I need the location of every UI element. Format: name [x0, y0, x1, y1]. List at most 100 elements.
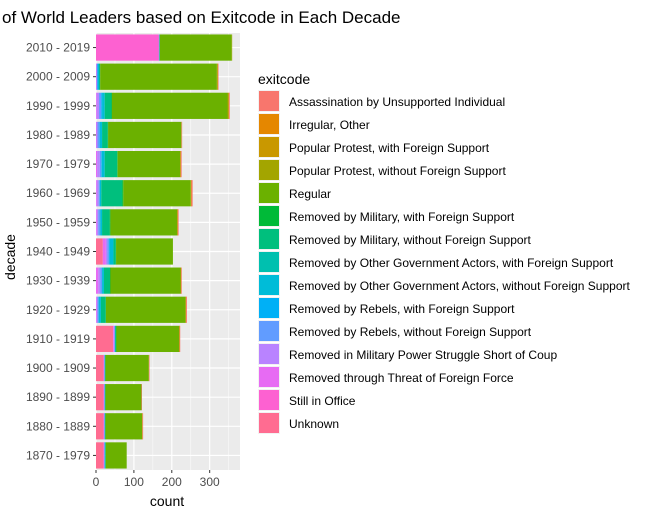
- legend-label: Irregular, Other: [289, 118, 370, 132]
- bar-segment: [142, 413, 144, 440]
- bar-segment: [180, 150, 181, 178]
- bar-segment: [99, 121, 100, 149]
- bar-segment: [96, 121, 97, 149]
- bar-segment: [104, 384, 106, 411]
- bar-segment: [148, 354, 150, 382]
- bar-segment: [104, 442, 105, 469]
- legend-key: [259, 344, 279, 364]
- x-tick-label: 200: [162, 475, 182, 489]
- bar-segment: [103, 442, 105, 469]
- x-tick-label: 0: [93, 475, 100, 489]
- bar-segment: [105, 238, 108, 265]
- bar-segment: [105, 442, 106, 469]
- legend-key: [259, 137, 279, 157]
- bar-segment: [185, 296, 187, 323]
- bar-segment: [96, 209, 97, 236]
- bar-segment: [113, 238, 116, 265]
- x-tick-label: 100: [124, 475, 144, 489]
- bar-segment: [107, 121, 109, 149]
- bar-segment: [98, 296, 101, 323]
- bar-segment: [101, 150, 105, 178]
- legend-label: Removed by Rebels, without Foreign Suppo…: [289, 325, 532, 339]
- bar-segment: [105, 413, 106, 440]
- bar-segment: [102, 92, 105, 119]
- bar-segment: [105, 413, 143, 440]
- bar-segment: [116, 238, 173, 265]
- bar-segment: [105, 354, 149, 382]
- plot-area: 2010 - 2019 2000 - 2009 1990 - 1999 1980 - …: [26, 33, 240, 489]
- bar-segment: [217, 63, 219, 90]
- bar-segment: [99, 63, 101, 90]
- bar-segment: [104, 413, 105, 440]
- y-axis-title: decade: [2, 234, 18, 280]
- legend-key: [259, 413, 279, 433]
- bar-segment: [103, 354, 105, 382]
- bar-segment: [99, 121, 103, 149]
- bar-segment: [179, 325, 181, 353]
- bar-segment: [102, 121, 108, 149]
- x-axis-title: count: [150, 493, 184, 509]
- bar-segment: [96, 92, 100, 119]
- bar-segment: [191, 180, 193, 207]
- legend-key: [259, 91, 279, 111]
- legend-key: [259, 252, 279, 272]
- legend-label: Still in Office: [289, 394, 356, 408]
- y-tick-label: 1950 - 1959: [26, 215, 90, 229]
- legend-label: Removed by Other Government Actors, with…: [289, 256, 614, 270]
- bar-segment: [100, 267, 103, 294]
- bar-segment: [104, 384, 105, 411]
- legend-key: [259, 390, 279, 410]
- bar-segment: [104, 92, 112, 119]
- bar-segment: [231, 34, 233, 61]
- bar-segment: [102, 238, 106, 265]
- y-tick-label: 2000 - 2009: [26, 70, 90, 84]
- y-tick-label: 1880 - 1889: [26, 419, 90, 433]
- bar-segment: [103, 384, 105, 411]
- bar-segment: [218, 63, 219, 90]
- bar-segment: [116, 325, 179, 353]
- bar-segment: [180, 150, 182, 178]
- y-tick-label: 2010 - 2019: [26, 41, 90, 55]
- bar-segment: [96, 63, 98, 90]
- legend-key: [259, 275, 279, 295]
- bar-segment: [111, 92, 228, 119]
- legend-label: Removed by Other Government Actors, with…: [289, 279, 630, 293]
- legend-label: Removed through Threat of Foreign Force: [289, 371, 514, 385]
- legend-key: [259, 206, 279, 226]
- bar-segment: [96, 325, 114, 353]
- bar-segment: [96, 63, 97, 90]
- y-tick-label: 1870 - 1979: [26, 448, 90, 462]
- bar-segment: [177, 209, 179, 236]
- bar-segment: [110, 267, 111, 294]
- bar-segment: [96, 354, 104, 382]
- bar-segment: [96, 92, 97, 119]
- bar-segment: [113, 325, 115, 353]
- bar-segment: [113, 325, 114, 353]
- bar-segment: [96, 209, 99, 236]
- bar-segment: [115, 238, 117, 265]
- y-tick-label: 1960 - 1969: [26, 186, 90, 200]
- bar-segment: [105, 442, 127, 469]
- legend-key: [259, 298, 279, 318]
- bar-segment: [100, 296, 106, 323]
- bar-segment: [110, 267, 181, 294]
- bar-segment: [107, 238, 109, 265]
- bar-segment: [109, 209, 111, 236]
- bar-segment: [96, 63, 97, 90]
- legend-key: [259, 183, 279, 203]
- legend: exitcode Assassination by Unsupported In…: [258, 71, 630, 434]
- bar-segment: [229, 92, 230, 119]
- bar-segment: [228, 92, 230, 119]
- y-tick-label: 1970 - 1979: [26, 157, 90, 171]
- bar-segment: [180, 267, 182, 294]
- bar-segment: [177, 209, 178, 236]
- bar-segment: [158, 34, 160, 61]
- legend-label: Removed by Military, without Foreign Sup…: [289, 233, 532, 247]
- bar-segment: [104, 442, 106, 469]
- bar-segment: [117, 150, 118, 178]
- chart-title: of World Leaders based on Exitcode in Ea…: [2, 8, 401, 27]
- legend-key: [259, 321, 279, 341]
- bar-segment: [104, 150, 118, 178]
- legend-label: Regular: [289, 187, 331, 201]
- bar-segment: [114, 325, 116, 353]
